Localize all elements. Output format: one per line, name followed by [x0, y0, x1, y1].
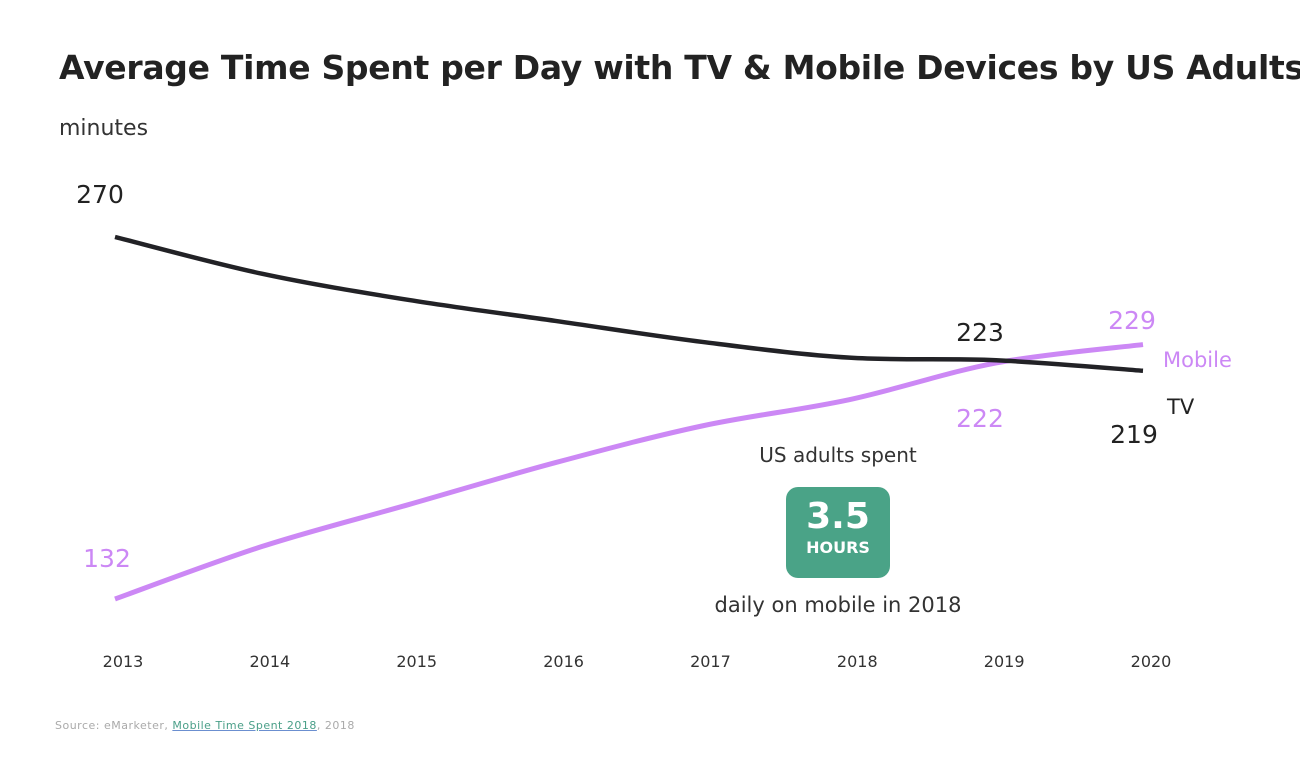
data-label-tv: 270 [76, 180, 124, 209]
data-label-mobile: 132 [83, 544, 131, 573]
data-label-mobile: 222 [956, 404, 1004, 433]
x-tick-label: 2017 [690, 652, 731, 671]
data-label-tv: 223 [956, 318, 1004, 347]
annotation-bottom-text: daily on mobile in 2018 [714, 593, 962, 617]
x-tick-label: 2020 [1131, 652, 1172, 671]
x-tick-label: 2016 [543, 652, 584, 671]
series-line-mobile [114, 342, 1144, 602]
badge-unit: HOURS [806, 538, 870, 557]
source-link[interactable]: Mobile Time Spent 2018 [172, 719, 317, 732]
badge-value: 3.5 [806, 496, 870, 537]
annotation-top-text: US adults spent [759, 443, 917, 467]
y-axis-label: minutes [59, 116, 149, 141]
hours-badge: 3.5 HOURS [786, 487, 890, 578]
x-tick-label: 2013 [103, 652, 144, 671]
series-name-tv: TV [1166, 395, 1195, 419]
x-tick-label: 2018 [837, 652, 878, 671]
source-prefix: Source: eMarketer, [55, 719, 173, 732]
data-label-tv: 219 [1110, 420, 1158, 449]
x-tick-label: 2015 [396, 652, 437, 671]
data-label-mobile: 229 [1108, 306, 1156, 335]
x-tick-label: 2019 [984, 652, 1025, 671]
source-suffix: , 2018 [316, 719, 355, 732]
chart-title: Average Time Spent per Day with TV & Mob… [59, 48, 1300, 87]
x-tick-label: 2014 [249, 652, 290, 671]
series-line-tv [114, 234, 1144, 374]
source-note: Source: eMarketer, Mobile Time Spent 201… [55, 719, 355, 732]
series-name-mobile: Mobile [1163, 348, 1232, 372]
